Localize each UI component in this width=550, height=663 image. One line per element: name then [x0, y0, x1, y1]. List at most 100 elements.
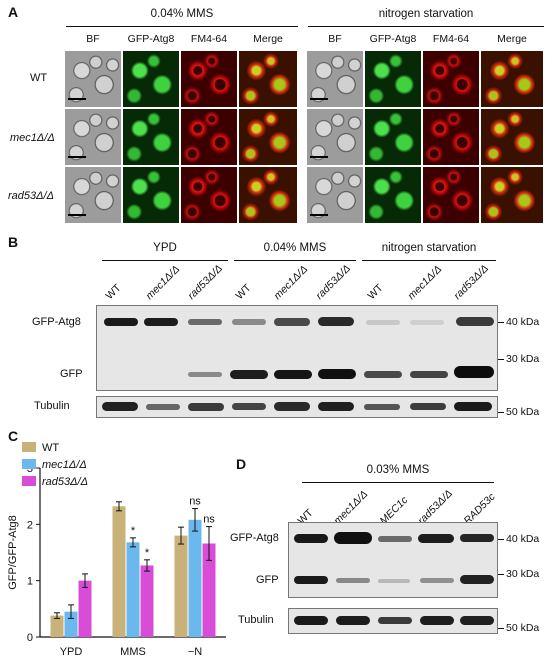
- group-header-ypd: YPD: [153, 242, 177, 254]
- lane-label: WT: [233, 281, 254, 302]
- micrograph-bf-rad53-mms: [64, 166, 122, 224]
- band-tubulin: [232, 403, 266, 410]
- band-tubulin: [454, 402, 492, 411]
- micrograph-fm-rad53-nstarv: [422, 166, 480, 224]
- marker-30kda: 30 kDa: [506, 568, 540, 580]
- band-tubulin: [102, 402, 138, 411]
- significance-annotation: ns: [203, 514, 215, 526]
- micrograph-merge-rad53-nstarv: [480, 166, 544, 224]
- marker-tick: [498, 628, 504, 629]
- row-label-rad53: rad53Δ/Δ: [8, 190, 54, 202]
- legend-swatch: [22, 459, 36, 469]
- band-tubulin: [294, 616, 328, 625]
- band-tubulin: [318, 402, 354, 411]
- band-gfp: [274, 370, 312, 379]
- band-gfp-atg8: [318, 317, 354, 326]
- band-gfp-atg8: [366, 320, 400, 325]
- lane-label-text: mec1Δ/Δ: [405, 263, 445, 302]
- band-tubulin: [460, 616, 494, 625]
- y-tick-label: 2: [27, 519, 33, 531]
- band-gfp: [188, 372, 222, 377]
- band-label-gfp-atg8: GFP-Atg8: [32, 316, 81, 328]
- micrograph-bf-rad53-nstarv: [306, 166, 364, 224]
- condition-header-d: 0.03% MMS: [366, 464, 430, 476]
- scale-bar: [310, 214, 328, 216]
- legend-swatch: [22, 442, 36, 452]
- scale-bar: [68, 98, 86, 100]
- condition-header-mms: 0.04% MMS: [150, 8, 214, 20]
- band-gfp: [336, 578, 370, 583]
- band-gfp: [420, 578, 454, 583]
- lane-label: rad53Δ/Δ: [452, 262, 492, 302]
- lane-label: rad53Δ/Δ: [186, 262, 226, 302]
- micrograph-gfp-wt-mms: [122, 50, 180, 108]
- micrograph-fm-wt-nstarv: [422, 50, 480, 108]
- micrograph-gfp-mec1-mms: [122, 108, 180, 166]
- lane-label: WT: [103, 281, 124, 302]
- marker-40kda: 40 kDa: [506, 533, 540, 545]
- legend-label: WT: [42, 442, 59, 454]
- marker-tick: [498, 412, 504, 413]
- marker-tick: [498, 574, 504, 575]
- bar: [202, 543, 216, 637]
- band-tubulin: [274, 402, 310, 411]
- legend-label: rad53Δ/Δ: [42, 476, 88, 488]
- lane-label: mec1Δ/Δ: [272, 263, 311, 302]
- band-gfp: [318, 369, 356, 379]
- bar-chart: 0123GFP/GFP-Atg8YPDMMS−N**nsnsWTmec1Δ/Δr…: [7, 442, 226, 658]
- micrograph-merge-mec1-nstarv: [480, 108, 544, 166]
- band-tubulin: [364, 404, 400, 410]
- marker-30kda: 30 kDa: [506, 353, 540, 365]
- col-header-bf: BF: [86, 33, 100, 45]
- scale-bar: [310, 156, 328, 158]
- band-gfp-atg8: [104, 318, 138, 326]
- bar: [78, 580, 92, 637]
- col-header-bf: BF: [328, 33, 342, 45]
- row-label-mec1: mec1Δ/Δ: [10, 132, 55, 144]
- y-axis-label: GFP/GFP-Atg8: [7, 515, 19, 590]
- condition-line-mms: [66, 26, 298, 27]
- marker-50kda: 50 kDa: [506, 622, 540, 634]
- marker-50kda: 50 kDa: [506, 406, 540, 418]
- x-tick-label: −N: [188, 646, 202, 658]
- band-tubulin: [410, 403, 446, 410]
- band-label-tubulin: Tubulin: [34, 400, 70, 412]
- col-header-merge: Merge: [253, 33, 283, 45]
- micrograph-bf-wt-nstarv: [306, 50, 364, 108]
- scale-bar: [68, 156, 86, 158]
- band-gfp-atg8: [188, 319, 222, 325]
- micrograph-merge-rad53-mms: [238, 166, 298, 224]
- group-header-mms: 0.04% MMS: [263, 242, 327, 254]
- x-tick-label: YPD: [60, 646, 83, 658]
- significance-annotation: *: [131, 525, 136, 537]
- band-label-gfp-atg8: GFP-Atg8: [230, 532, 279, 544]
- band-gfp-atg8: [378, 536, 412, 542]
- band-tubulin: [336, 616, 370, 625]
- band-label-gfp: GFP: [60, 368, 83, 380]
- micrograph-fm-rad53-mms: [180, 166, 238, 224]
- panel-a-label: A: [8, 4, 19, 20]
- micrograph-bf-mec1-mms: [64, 108, 122, 166]
- band-gfp: [378, 579, 410, 583]
- lane-label: WT: [365, 281, 386, 302]
- lane-label-text: rad53Δ/Δ: [313, 262, 354, 302]
- micrograph-gfp-wt-nstarv: [364, 50, 422, 108]
- band-gfp-atg8: [144, 318, 178, 326]
- col-header-gfp: GFP-Atg8: [369, 33, 417, 45]
- group-line-ypd: [102, 260, 228, 261]
- band-label-tubulin: Tubulin: [238, 614, 274, 626]
- band-tubulin: [378, 617, 412, 624]
- band-tubulin: [420, 616, 454, 625]
- lane-label-text: mec1Δ/Δ: [143, 263, 183, 302]
- bar: [64, 611, 78, 637]
- lane-label: mec1Δ/Δ: [144, 263, 183, 302]
- micrograph-gfp-rad53-mms: [122, 166, 180, 224]
- condition-line-nstarv: [308, 26, 544, 27]
- band-tubulin: [188, 403, 224, 411]
- micrograph-merge-wt-nstarv: [480, 50, 544, 108]
- scale-bar: [310, 98, 328, 100]
- band-gfp: [454, 366, 494, 378]
- y-tick-label: 0: [27, 632, 33, 644]
- micrograph-bf-mec1-nstarv: [306, 108, 364, 166]
- panel-d-label: D: [236, 456, 247, 472]
